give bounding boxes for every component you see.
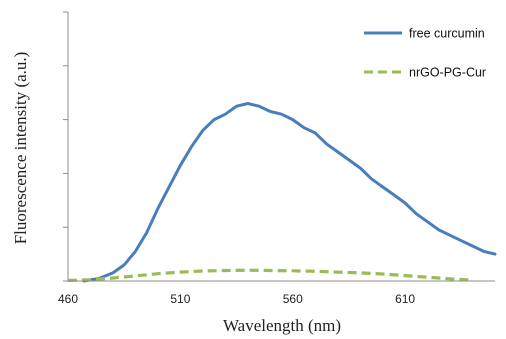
plot-area bbox=[67, 102, 497, 283]
y-axis-title: Fluorescence intensity (a.u.) bbox=[11, 52, 30, 245]
legend-label-1: nrGO-PG-Cur bbox=[409, 66, 486, 80]
x-tick-label: 510 bbox=[170, 292, 190, 306]
series-line-0 bbox=[82, 102, 497, 283]
legend-label-0: free curcumin bbox=[409, 27, 485, 41]
series-line-1 bbox=[67, 268, 473, 283]
x-tick-label: 610 bbox=[395, 292, 415, 306]
x-tick-label: 560 bbox=[283, 292, 303, 306]
x-axis-title: Wavelength (nm) bbox=[223, 316, 341, 335]
x-tick-label: 460 bbox=[58, 292, 78, 306]
legend: free curcumin nrGO-PG-Cur bbox=[364, 27, 486, 80]
axes: 460 510 560 610 bbox=[58, 11, 495, 306]
